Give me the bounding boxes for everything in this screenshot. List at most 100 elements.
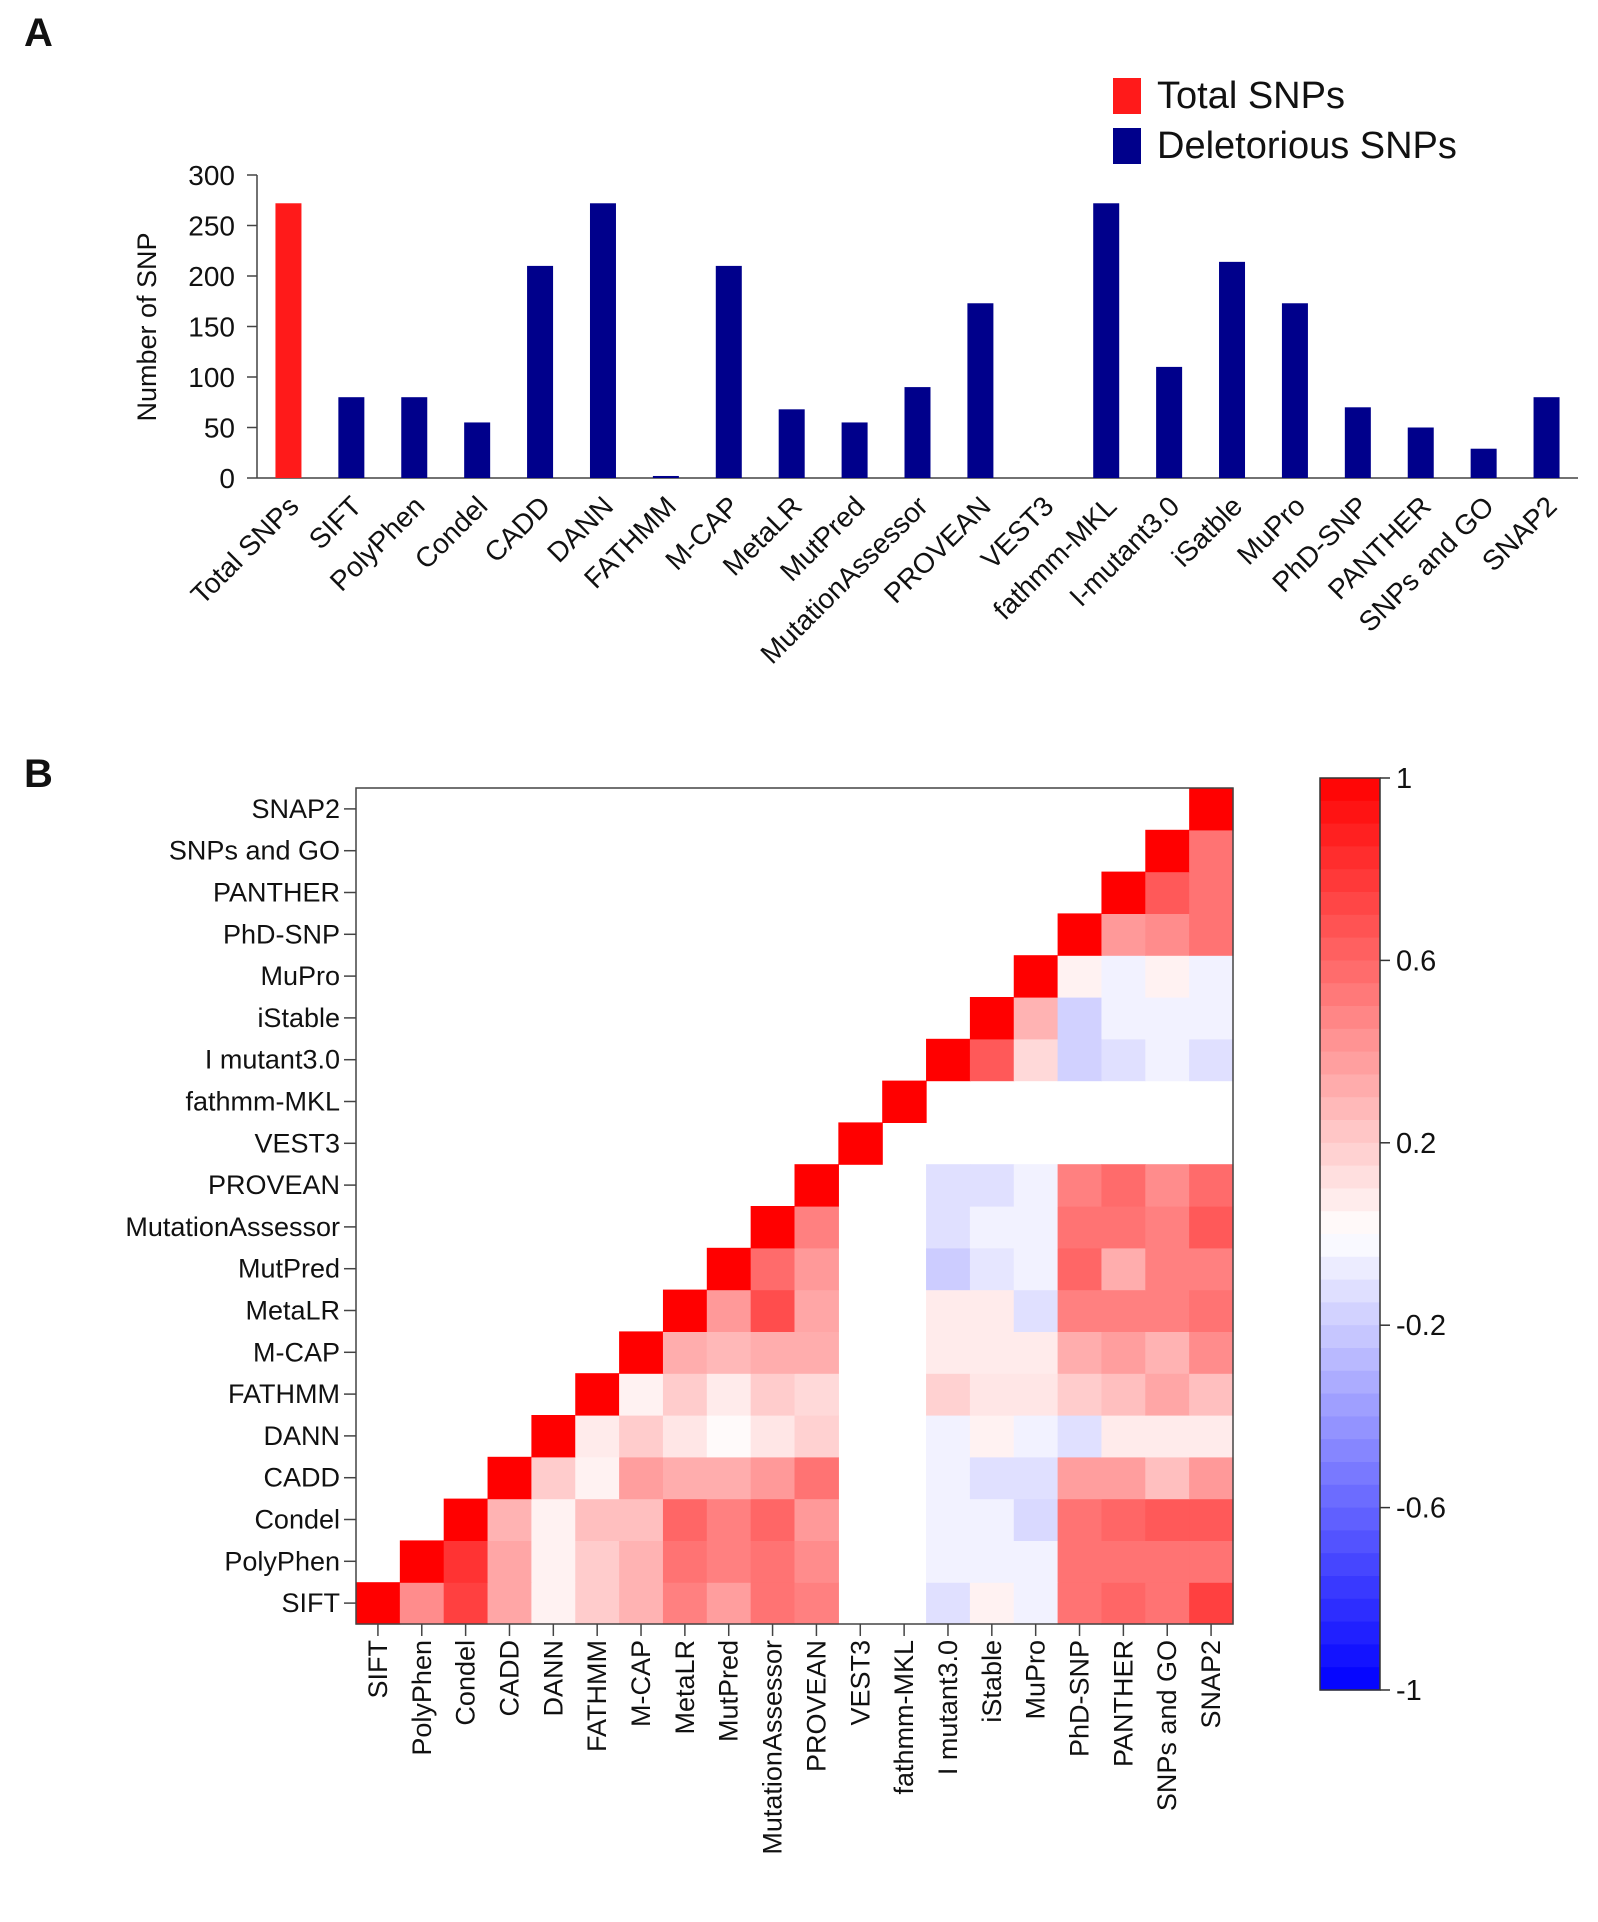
heatmap-cell [969, 1164, 1015, 1207]
heatmap-cell [1101, 1164, 1146, 1207]
bar-y-tick-label: 150 [188, 312, 235, 343]
heatmap-row-label-snap2: SNAP2 [251, 794, 340, 824]
heatmap-cell [1057, 1206, 1103, 1249]
bar-y-tick-label: 300 [188, 160, 235, 191]
heatmap-cell [1101, 955, 1146, 998]
heatmap-cell [1145, 955, 1190, 998]
heatmap-cell [794, 1331, 839, 1374]
heatmap-cell [443, 1582, 489, 1625]
heatmap-cell [1013, 1038, 1059, 1082]
heatmap-row-label-polyphen: PolyPhen [224, 1546, 340, 1576]
heatmap-cell [969, 1247, 1015, 1291]
heatmap-cell [926, 1456, 971, 1500]
colorbar-segment [1320, 1370, 1380, 1395]
colorbar-segment [1320, 1507, 1380, 1531]
heatmap-cell [487, 1456, 532, 1500]
heatmap-cell [531, 1582, 576, 1625]
heatmap-cell [794, 1247, 839, 1291]
heatmap-cell [1057, 1498, 1103, 1541]
legend-swatch-total-snps [1113, 78, 1141, 114]
heatmap-cell [619, 1373, 664, 1416]
heatmap-cell [619, 1331, 664, 1374]
heatmap-col-label-mutpred: MutPred [714, 1640, 744, 1742]
heatmap-col-label-i-mutant3-0: I mutant3.0 [933, 1640, 963, 1775]
heatmap-row-label-condel: Condel [254, 1505, 340, 1535]
heatmap-cell [926, 1289, 971, 1332]
heatmap-cell [1057, 1373, 1103, 1416]
heatmap-cell [1101, 1206, 1146, 1249]
heatmap-cell [487, 1498, 532, 1541]
colorbar-segment [1320, 1530, 1380, 1554]
colorbar-segment [1320, 1667, 1380, 1691]
heatmap-cell [750, 1456, 796, 1500]
heatmap-cell [662, 1456, 708, 1500]
heatmap-cell [750, 1373, 796, 1416]
colorbar-segment [1320, 1462, 1380, 1486]
colorbar-segment [1320, 1188, 1380, 1212]
heatmap-cell [1189, 997, 1234, 1040]
heatmap-cell [487, 1540, 532, 1583]
heatmap-cell [662, 1331, 708, 1374]
bar-isatble [1219, 261, 1246, 478]
heatmap-col-label-istable: iStable [977, 1640, 1007, 1723]
heatmap-cell [794, 1164, 839, 1207]
heatmap-row-label-m-cap: M-CAP [253, 1337, 340, 1367]
panel-b-label: B [24, 752, 53, 796]
heatmap-cell [575, 1456, 620, 1500]
heatmap-cell [1101, 1456, 1146, 1500]
colorbar-segment [1320, 937, 1380, 961]
heatmap-cell [1189, 871, 1234, 914]
heatmap-cell [750, 1289, 796, 1332]
colorbar-segment [1320, 1211, 1380, 1235]
heatmap-cell [926, 1373, 971, 1416]
heatmap-cell [1057, 997, 1103, 1040]
heatmap-y-tick-labels: SIFT PolyPhen Condel CADD DANN FATHMM M-CAP Met… [125, 794, 340, 1618]
heatmap-cell [1057, 1038, 1103, 1082]
heatmap-cell [662, 1582, 708, 1625]
heatmap-cell [1145, 1164, 1190, 1207]
heatmap-cell [1189, 1247, 1234, 1291]
heatmap-row-label-cadd: CADD [263, 1463, 340, 1493]
heatmap-cell [706, 1373, 752, 1416]
heatmap-cell [1189, 955, 1234, 998]
heatmap-cell [575, 1373, 620, 1416]
heatmap-cell [1145, 913, 1190, 956]
heatmap-cell [1057, 1582, 1103, 1625]
heatmap-cell [794, 1456, 839, 1500]
heatmap-cell [1013, 1498, 1059, 1541]
colorbar-segment [1320, 778, 1380, 802]
heatmap-cell [1145, 1331, 1190, 1374]
bar-phd-snp [1344, 407, 1371, 478]
heatmap-cell [1101, 1289, 1146, 1332]
heatmap-cell [531, 1540, 576, 1583]
colorbar-segment [1320, 1553, 1380, 1577]
heatmap-cell [750, 1582, 796, 1625]
heatmap-frame [355, 787, 1234, 1625]
heatmap-cell [1101, 1540, 1146, 1583]
colorbar-segment [1320, 1644, 1380, 1668]
colorbar-segment [1320, 846, 1380, 870]
heatmap-cell [1013, 1540, 1059, 1583]
colorbar-segment [1320, 1051, 1380, 1075]
bar-total-snps [275, 203, 302, 478]
colorbar-tick-label: -1 [1396, 1675, 1422, 1707]
colorbar-segment [1320, 1006, 1380, 1030]
heatmap-cell [1101, 1247, 1146, 1291]
bar-fathmm-mkl [1093, 203, 1120, 478]
heatmap-cell [1145, 1289, 1190, 1332]
heatmap-cell [1101, 871, 1146, 914]
heatmap-cell [356, 1582, 401, 1625]
heatmap-row-label-mupro: MuPro [260, 961, 340, 991]
colorbar-segment [1320, 1439, 1380, 1463]
heatmap-row-label-sift: SIFT [282, 1588, 341, 1618]
heatmap-cell [1145, 1415, 1190, 1458]
heatmap-cell [1145, 1247, 1190, 1291]
heatmap-col-label-provean: PROVEAN [801, 1640, 831, 1772]
heatmap-col-label-dann: DANN [538, 1640, 568, 1717]
heatmap-cell [1101, 1373, 1146, 1416]
colorbar-segment [1320, 1120, 1380, 1144]
colorbar-tick-label: 1 [1396, 763, 1412, 795]
heatmap-row-label-istable: iStable [257, 1003, 340, 1033]
heatmap-cell [1057, 1247, 1103, 1291]
